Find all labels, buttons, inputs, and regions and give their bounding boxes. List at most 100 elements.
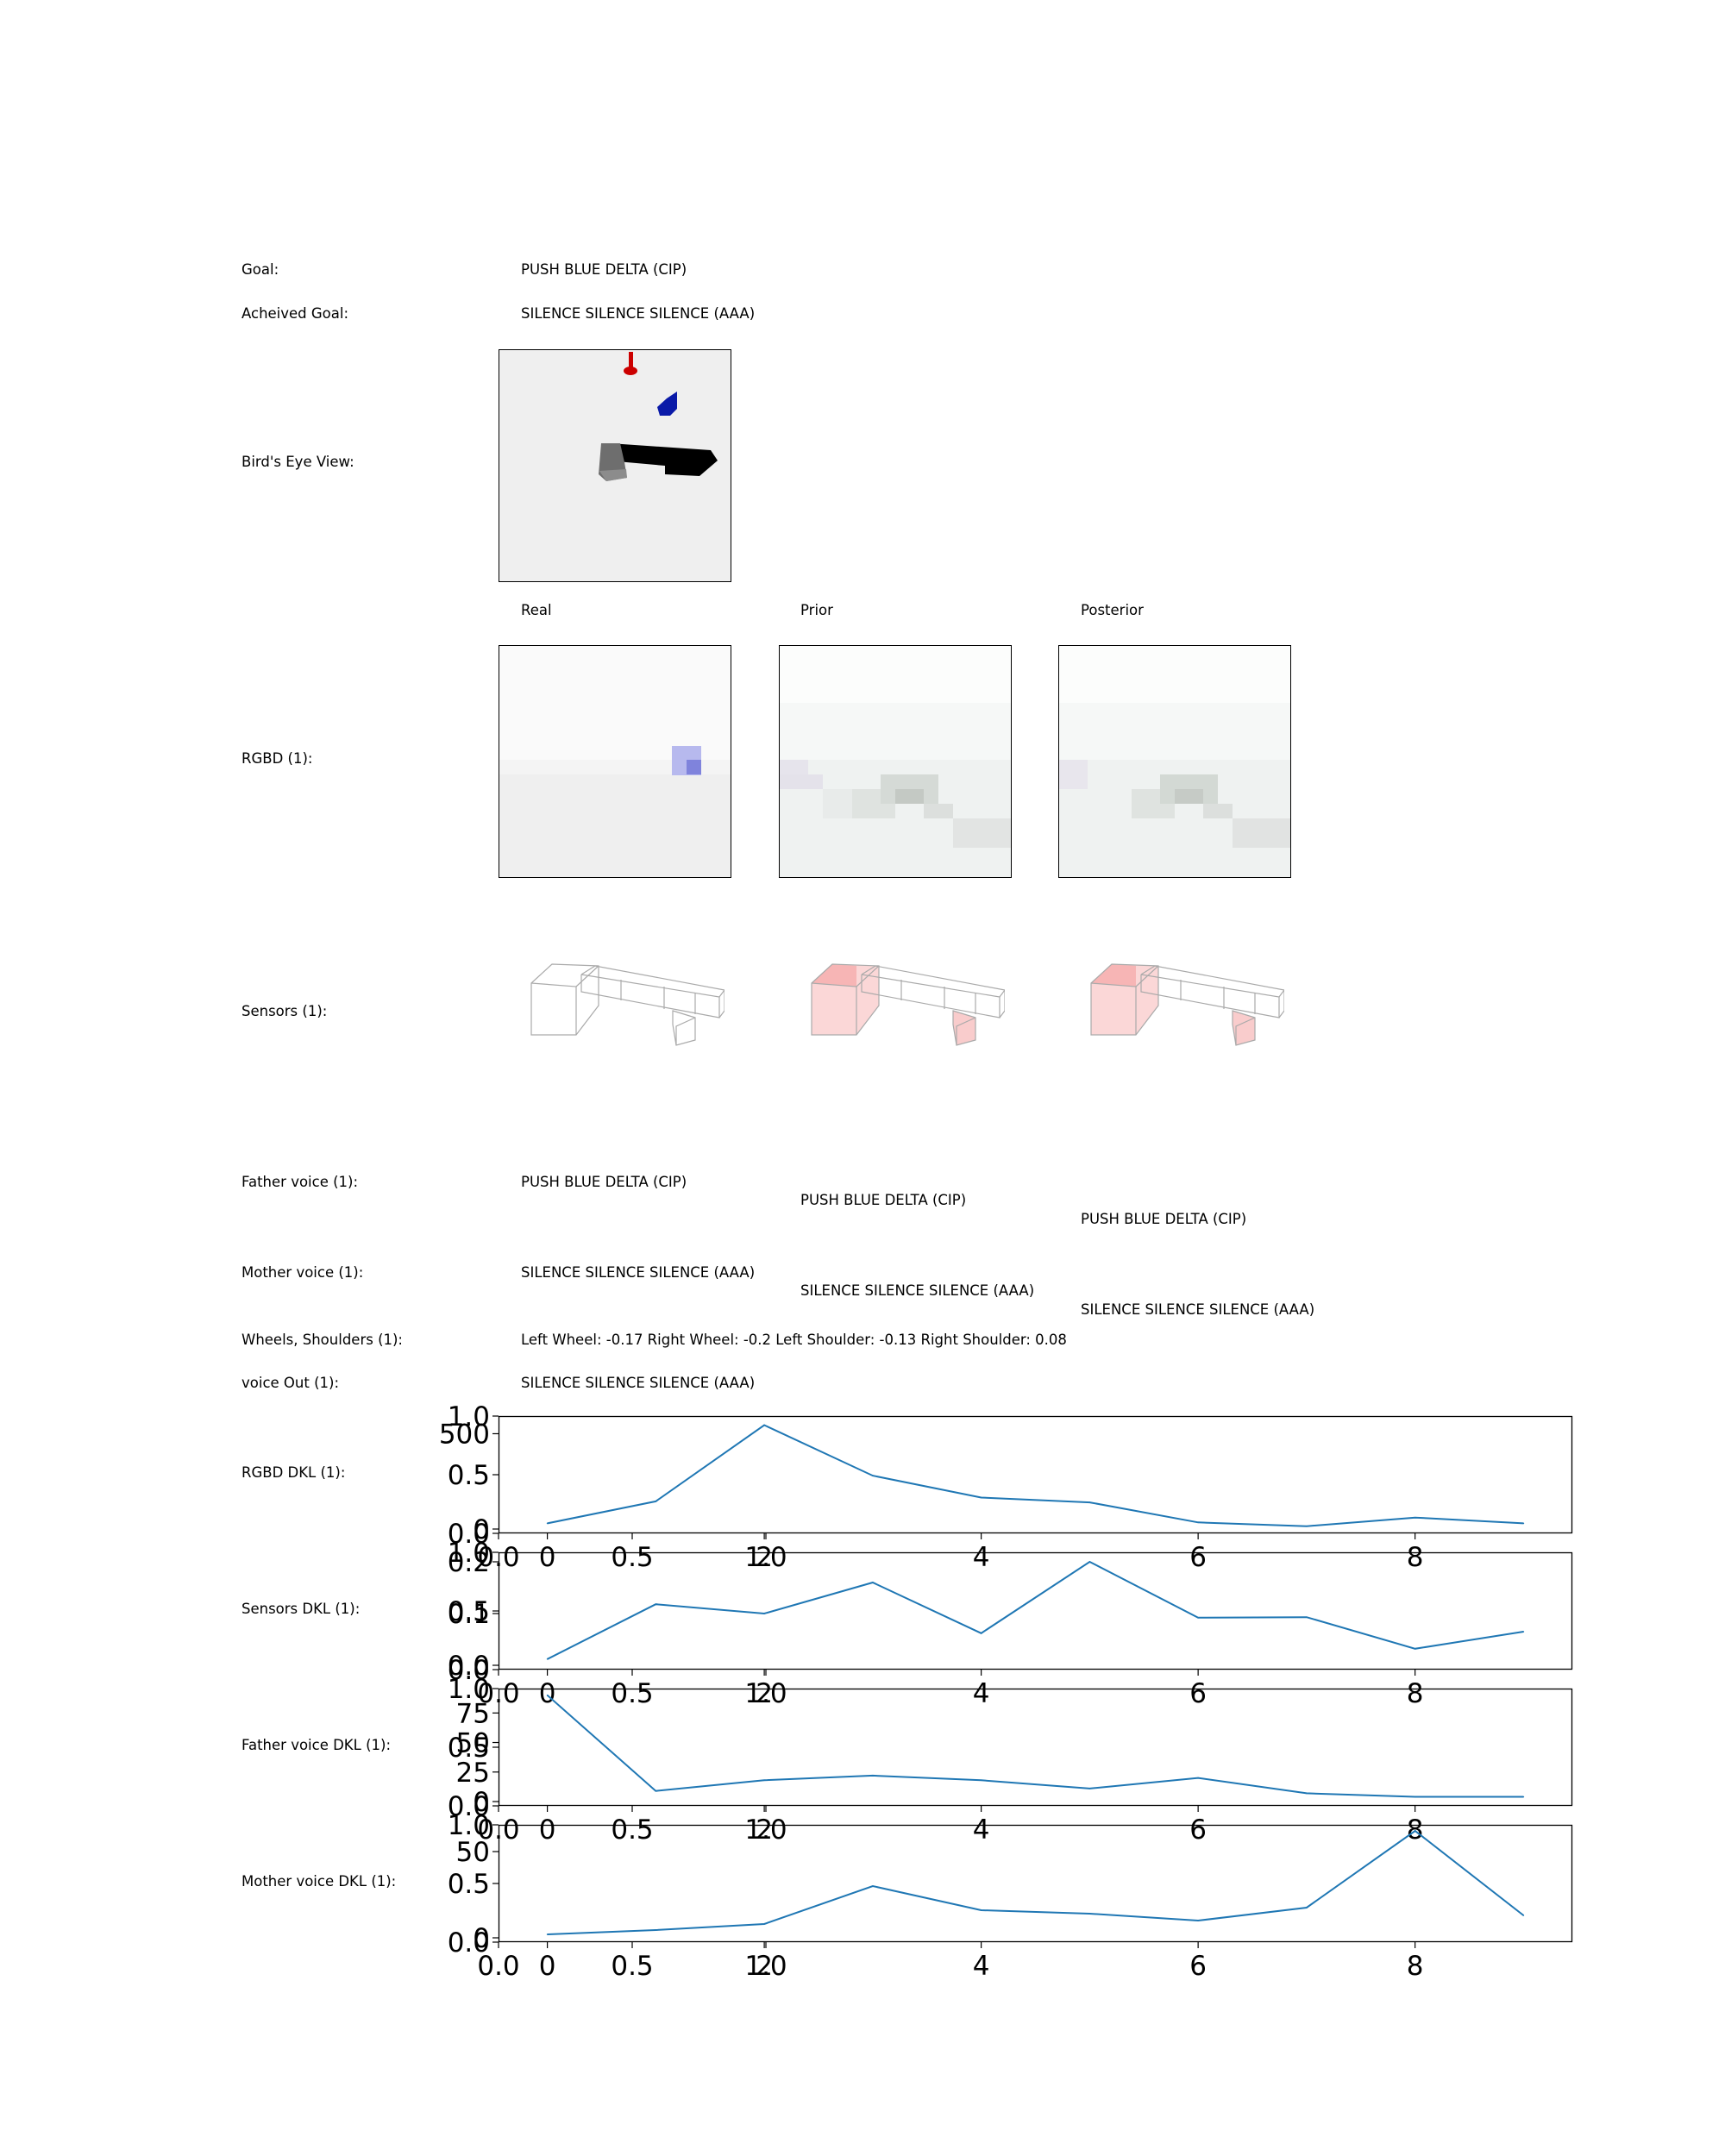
y-tick-label: 75 <box>456 1698 490 1729</box>
data-point <box>763 1613 765 1614</box>
data-point <box>1197 1777 1199 1779</box>
overlay-y-tick-label: 1.0 <box>448 1810 490 1841</box>
x-tick-label: 0 <box>539 1678 556 1709</box>
data-point <box>872 1475 874 1476</box>
data-point <box>980 1633 982 1634</box>
data-point <box>1197 1920 1199 1921</box>
chart-frame <box>498 1415 1573 1534</box>
data-point <box>1414 1648 1416 1650</box>
sensors-prior-wireframe <box>811 963 1005 1046</box>
data-point <box>872 1885 874 1887</box>
x-tick-label: 6 <box>1189 1678 1207 1709</box>
x-tick-label: 2 <box>756 1678 773 1709</box>
birds-eye-view-image <box>499 349 731 582</box>
data-point <box>546 1934 549 1935</box>
data-point <box>546 1522 549 1525</box>
overlay-y-tick-label: 0.0 <box>448 1655 490 1686</box>
mother-voice-prior: SILENCE SILENCE SILENCE (AAA) <box>800 1282 1035 1299</box>
wheels-shoulders-value: Left Wheel: -0.17 Right Wheel: -0.2 Left… <box>521 1332 1067 1348</box>
voice-out-value: SILENCE SILENCE SILENCE (AAA) <box>521 1375 756 1391</box>
chart-label-rgbd-dkl: RGBD DKL (1): <box>242 1464 346 1481</box>
data-point <box>763 1424 765 1426</box>
overlay-x-tick-label: 1.0 <box>744 1814 787 1846</box>
data-point <box>1088 1561 1091 1563</box>
rgbd-label: RGBD (1): <box>242 750 313 767</box>
black-object-shape <box>607 443 718 476</box>
data-point <box>1522 1796 1525 1798</box>
data-point <box>1306 1907 1308 1908</box>
y-tick-label: 0.2 <box>448 1547 490 1578</box>
data-point <box>1306 1525 1308 1527</box>
column-prior-header: Prior <box>800 602 833 618</box>
overlay-y-tick-label: 0.5 <box>448 1869 490 1900</box>
y-tick-label: 25 <box>456 1758 490 1789</box>
father-voice-label: Father voice (1): <box>242 1174 359 1190</box>
red-agent-shape <box>629 352 633 367</box>
x-tick-label: 6 <box>1189 1951 1207 1982</box>
wheels-shoulders-label: Wheels, Shoulders (1): <box>242 1332 403 1348</box>
overlay-y-tick-label: 0.5 <box>448 1733 490 1764</box>
x-tick-label: 6 <box>1189 1542 1207 1573</box>
data-point <box>655 1603 657 1605</box>
data-point <box>1522 1522 1525 1525</box>
chart-frame <box>498 1824 1573 1943</box>
data-point <box>1306 1616 1308 1618</box>
father-voice-prior: PUSH BLUE DELTA (CIP) <box>800 1192 967 1208</box>
overlay-y-tick-label: 0.0 <box>448 1791 490 1822</box>
voice-out-label: voice Out (1): <box>242 1375 340 1391</box>
rgbd-posterior-image <box>1058 645 1291 878</box>
data-point <box>1522 1915 1525 1916</box>
y-tick-label: 0.0 <box>448 1651 490 1682</box>
x-tick-label: 4 <box>973 1814 990 1846</box>
data-point <box>1088 1788 1091 1789</box>
sensors-posterior-wireframe <box>1090 963 1284 1046</box>
sensors-real-wireframe <box>530 963 724 1046</box>
chart-frame <box>498 1688 1573 1807</box>
goal-value: PUSH BLUE DELTA (CIP) <box>521 261 687 278</box>
y-tick-label: 0 <box>473 1923 490 1954</box>
data-point <box>872 1582 874 1583</box>
data-point <box>655 1789 657 1792</box>
data-point <box>763 1779 765 1782</box>
y-tick-label: 50 <box>456 1728 490 1759</box>
data-point <box>980 1909 982 1911</box>
data-point <box>1197 1617 1199 1619</box>
data-point <box>655 1929 657 1931</box>
data-point <box>546 1694 549 1696</box>
rgbd-real-image <box>499 645 731 878</box>
data-point <box>872 1775 874 1777</box>
overlay-x-tick-label: 1.0 <box>744 1951 787 1982</box>
sensors-label: Sensors (1): <box>242 1003 328 1019</box>
data-point <box>980 1779 982 1782</box>
y-tick-label: 0.1 <box>448 1599 490 1630</box>
overlay-x-tick-label: 1.0 <box>744 1542 787 1573</box>
data-point <box>1088 1501 1091 1503</box>
overlay-y-tick-label: 1.0 <box>448 1538 490 1569</box>
birds-eye-scene <box>499 350 731 581</box>
x-tick-label: 8 <box>1407 1542 1424 1573</box>
x-tick-label: 2 <box>756 1542 773 1573</box>
chart-label-father-voice-dkl: Father voice DKL (1): <box>242 1737 392 1753</box>
data-point <box>980 1496 982 1499</box>
mother-voice-label: Mother voice (1): <box>242 1264 364 1281</box>
series-line <box>546 1694 1524 1798</box>
x-tick-label: 8 <box>1407 1678 1424 1709</box>
overlay-y-tick-label: 1.0 <box>448 1401 490 1432</box>
y-tick-label: 0 <box>473 1787 490 1818</box>
data-point <box>1414 1830 1416 1832</box>
y-tick-label: 50 <box>456 1837 490 1868</box>
column-posterior-header: Posterior <box>1081 602 1144 618</box>
overlay-x-tick-label: 1.0 <box>744 1678 787 1709</box>
father-voice-posterior: PUSH BLUE DELTA (CIP) <box>1081 1211 1247 1227</box>
data-point <box>1522 1631 1525 1633</box>
father-voice-real: PUSH BLUE DELTA (CIP) <box>521 1174 687 1190</box>
blue-object-shape <box>657 392 677 416</box>
overlay-x-tick-label: 0.0 <box>477 1951 519 1982</box>
mother-voice-posterior: SILENCE SILENCE SILENCE (AAA) <box>1081 1301 1315 1318</box>
overlay-y-tick-label: 0.0 <box>448 1927 490 1959</box>
mother-voice-dkl-chart: 0.0 0.5 1.0 0.0 0.5 1.0 0 2 4 6 8 0 50 <box>448 1810 1573 1982</box>
achieved-goal-label: Acheived Goal: <box>242 305 349 322</box>
x-tick-label: 0 <box>539 1542 556 1573</box>
series-line <box>547 1560 1524 1660</box>
